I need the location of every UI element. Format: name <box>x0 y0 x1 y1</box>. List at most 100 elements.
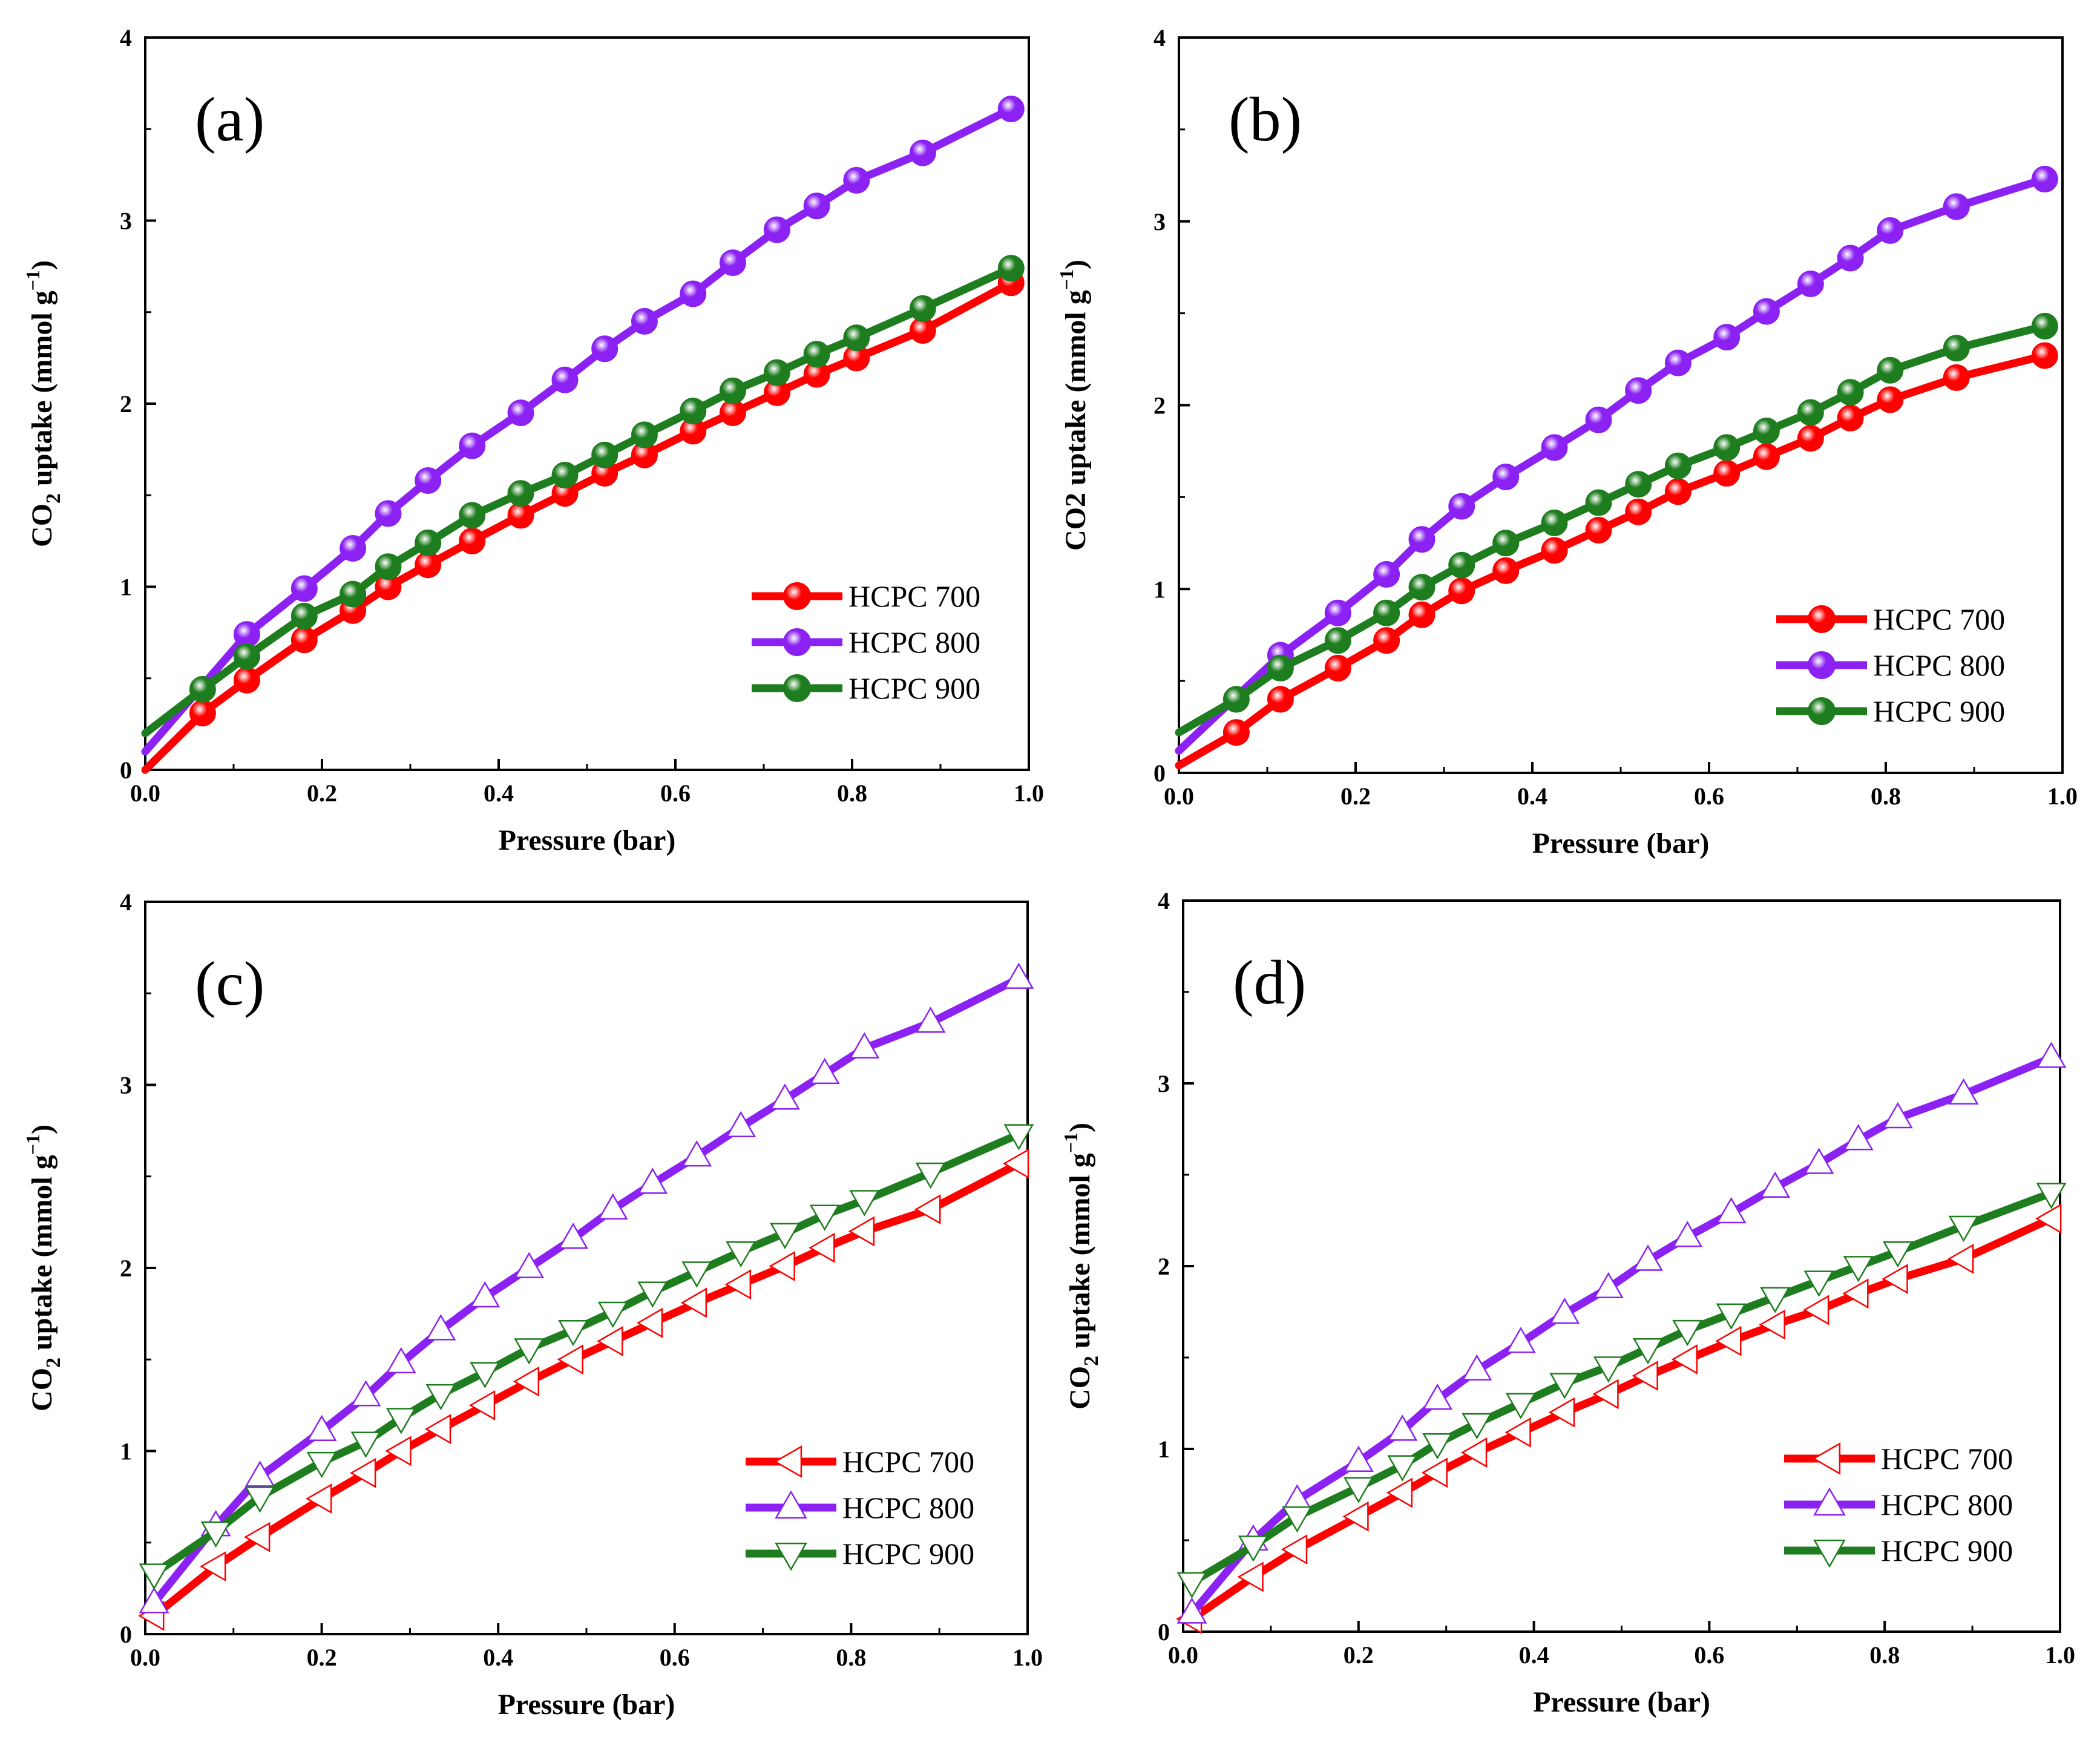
x-axis-title: Pressure (bar) <box>498 1689 675 1721</box>
data-point <box>1505 1393 1536 1420</box>
data-point <box>1548 1397 1575 1428</box>
data-point <box>1281 1534 1308 1565</box>
x-tick-label: 0.8 <box>1871 783 1901 810</box>
data-point <box>843 324 870 352</box>
data-point <box>803 192 830 220</box>
data-point <box>1797 399 1824 426</box>
legend-marker <box>1808 697 1836 725</box>
y-tick-label: 3 <box>120 1072 132 1099</box>
legend: HCPC 700 HCPC 800 HCPC 900 <box>746 1445 974 1571</box>
data-point <box>1492 557 1520 584</box>
y-tick-label: 0 <box>120 1621 132 1648</box>
data-point <box>415 529 442 556</box>
legend-marker <box>773 1445 802 1478</box>
data-point <box>914 1194 941 1225</box>
data-point <box>1713 459 1741 487</box>
legend-label: HCPC 900 <box>1881 1534 2013 1568</box>
legend-label: HCPC 800 <box>1881 1488 2013 1522</box>
data-point <box>591 441 619 468</box>
data-point <box>1843 1124 1874 1151</box>
y-tick-label: 1 <box>1153 576 1166 603</box>
x-tick-label: 0.6 <box>1694 783 1724 810</box>
data-point <box>1837 404 1864 432</box>
y-tick-label: 2 <box>1158 1253 1170 1280</box>
data-point <box>848 1216 875 1247</box>
data-point <box>1625 377 1652 404</box>
data-point <box>1585 489 1612 516</box>
data-point <box>1541 537 1568 564</box>
data-point <box>1462 1354 1492 1381</box>
data-point <box>1753 298 1780 325</box>
data-point <box>2031 342 2058 369</box>
chart-panel-b: 0.0 0.2 0.4 0.6 0.8 1.0 0 1 2 3 4 Pressure (bar) CO2… <box>1055 24 2078 859</box>
y-axis-title-sup: −1 <box>22 1134 44 1155</box>
x-tick-label: 0.6 <box>660 1644 690 1671</box>
y-axis-title-sup: −1 <box>1060 1132 1081 1153</box>
data-point <box>597 1326 623 1356</box>
data-point <box>1549 1297 1580 1324</box>
data-point <box>909 295 936 322</box>
x-tick-label: 1.0 <box>2045 1641 2075 1669</box>
data-point <box>424 1414 451 1445</box>
x-tick-label: 0.2 <box>307 780 337 807</box>
y-tick-label: 4 <box>120 888 132 916</box>
y-axis-title-end: ) <box>26 1125 58 1134</box>
y-axis-title-pre: CO <box>26 1368 58 1411</box>
data-point <box>1625 471 1652 498</box>
data-point <box>915 1162 946 1189</box>
data-point <box>1176 1597 1207 1624</box>
data-point <box>1797 425 1824 452</box>
y-axis-title-sub: 2 <box>42 1358 65 1368</box>
data-point <box>243 1522 271 1552</box>
y-tick-label: 2 <box>120 390 132 418</box>
data-point <box>1176 1572 1207 1599</box>
data-point <box>843 166 870 194</box>
legend-marker <box>1808 651 1836 679</box>
data-point <box>680 1287 707 1318</box>
x-tick-label: 0.6 <box>660 780 691 807</box>
x-tick-label: 0.4 <box>483 1644 513 1671</box>
legend: HCPC 700 HCPC 800 HCPC 900 <box>1776 602 2005 728</box>
data-point <box>1633 1244 1663 1271</box>
data-point <box>340 580 367 608</box>
data-point <box>1408 601 1436 628</box>
data-point <box>375 553 402 580</box>
data-point <box>1713 434 1741 461</box>
data-point <box>1843 1256 1874 1282</box>
data-point <box>386 1408 416 1434</box>
data-point <box>507 480 534 507</box>
legend-marker <box>775 1542 807 1571</box>
data-point <box>290 626 318 654</box>
data-point <box>425 1384 456 1411</box>
data-point <box>631 421 658 448</box>
y-axis-title-end: ) <box>26 260 58 270</box>
data-point <box>1237 1561 1264 1592</box>
data-point <box>719 377 746 404</box>
data-point <box>915 1006 946 1033</box>
data-point <box>1593 1356 1624 1383</box>
data-point <box>1943 364 1970 391</box>
data-point <box>558 1320 589 1347</box>
data-point <box>2036 1183 2067 1209</box>
data-point <box>1837 379 1864 406</box>
data-point <box>290 575 318 602</box>
data-point <box>1882 1264 1908 1295</box>
data-point <box>1492 530 1520 557</box>
y-tick-label: 0 <box>1158 1618 1170 1646</box>
data-point <box>459 432 486 459</box>
data-point <box>1387 1414 1418 1441</box>
data-point <box>1492 464 1520 490</box>
data-point <box>1422 1383 1453 1410</box>
legend-label: HCPC 900 <box>842 1537 974 1571</box>
y-axis-title-sub: 2 <box>1080 1356 1103 1366</box>
data-point <box>1625 498 1652 525</box>
y-tick-label: 1 <box>120 1438 132 1465</box>
x-tick-label: 1.0 <box>1012 1644 1043 1671</box>
data-point <box>1324 599 1351 626</box>
legend-marker <box>783 674 811 702</box>
data-point <box>1408 526 1436 553</box>
x-axis-title: Pressure (bar) <box>1532 827 1710 859</box>
data-point <box>1373 599 1400 626</box>
data-point <box>1593 1272 1624 1299</box>
